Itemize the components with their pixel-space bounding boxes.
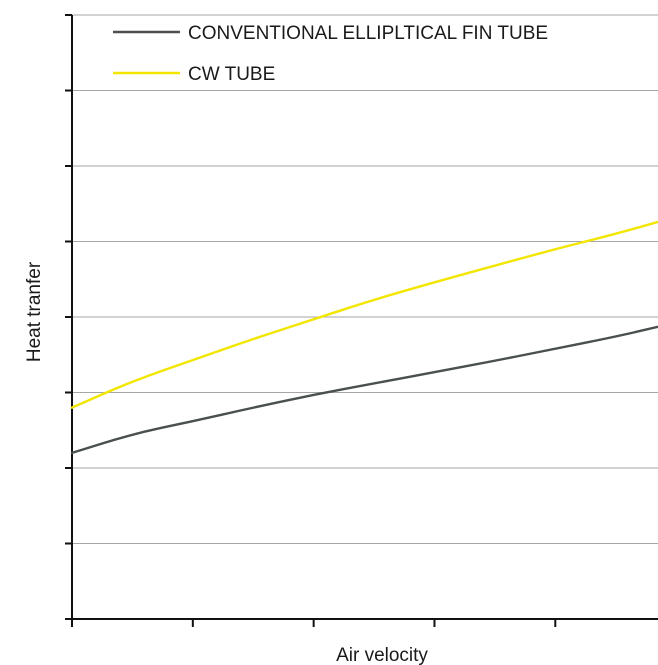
series-line-cw-tube [70,220,658,409]
legend: CONVENTIONAL ELLIPLTICAL FIN TUBE CW TUB… [113,23,548,85]
x-axis-label: Air velocity [336,645,428,665]
legend-label-cw-tube: CW TUBE [188,64,275,85]
axes [65,14,658,627]
legend-label-conventional: CONVENTIONAL ELLIPLTICAL FIN TUBE [188,23,548,44]
series-lines [70,220,658,455]
grid-lines [72,14,658,544]
series-line-conventional [70,325,658,455]
y-axis-label: Heat tranfer [24,261,45,362]
